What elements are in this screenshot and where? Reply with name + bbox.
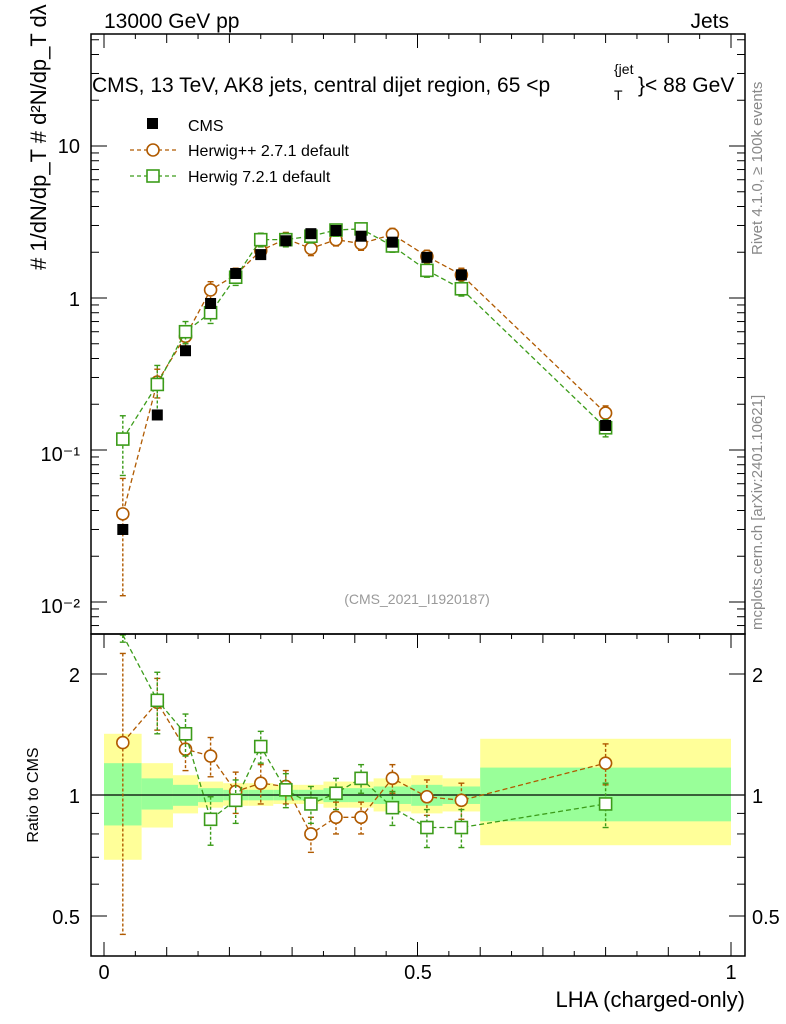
data-point-herwigpp: [203, 283, 218, 297]
x-axis-label: LHA (charged-only): [555, 987, 745, 1012]
data-point-cms: [255, 249, 267, 261]
energy-label: 13000 GeV pp: [104, 10, 239, 33]
ratio-point-herwig7: [253, 739, 268, 754]
data-point-cms: [280, 235, 292, 247]
plot-title-superscript: {jet: [614, 61, 634, 77]
legend: CMS Herwig++ 2.7.1 default Herwig 7.2.1 …: [130, 118, 350, 186]
ratio-point-herwigpp: [385, 771, 400, 786]
data-point-cms: [600, 419, 612, 431]
legend-cms-marker: [147, 118, 158, 129]
y-ratio-tick-label: 2: [69, 665, 80, 687]
y-ratio-tick-label-right: 0.5: [752, 907, 780, 929]
x-tick-label: 1: [725, 962, 736, 984]
y-main-tick-label: 10⁻¹: [41, 444, 81, 466]
stat-uncertainty-band: [141, 778, 173, 810]
y-ratio-tick-label: 1: [69, 786, 80, 808]
data-point-cms: [151, 409, 163, 421]
axis-ticks: [91, 34, 745, 956]
data-point-herwig7: [454, 281, 469, 296]
data-point-herwig7: [116, 432, 130, 446]
ratio-point-herwigpp: [304, 827, 318, 841]
y-main-tick-label: 10⁻²: [41, 596, 81, 618]
ratio-point-herwig7: [598, 797, 613, 811]
data-point-cms: [355, 230, 367, 242]
ratio-point-herwig7: [385, 800, 400, 815]
legend-label-herwigpp: Herwig++ 2.7.1 default: [188, 143, 350, 160]
data-point-herwig7: [253, 232, 268, 247]
svg-text:# 1/dN/dp_T # d²N/dp_T dλ: # 1/dN/dp_T # d²N/dp_T dλ: [26, 4, 51, 270]
ratio-point-herwig7: [304, 797, 318, 811]
ratio-point-herwigpp: [329, 810, 343, 825]
ratio-point-herwigpp: [354, 810, 368, 825]
data-point-herwig7: [150, 377, 165, 392]
legend-herwigpp-marker: [146, 143, 160, 157]
ratio-point-herwigpp: [598, 756, 613, 770]
data-point-cms: [421, 251, 433, 263]
series-line-herwigpp: [122, 233, 607, 515]
y-ratio-tick-label-right: 2: [752, 665, 763, 687]
ratio-lines: [116, 634, 613, 936]
ratio-point-herwig7: [329, 786, 343, 801]
ratio-point-herwigpp: [454, 793, 469, 808]
ratio-point-herwigpp: [116, 735, 130, 750]
data-point-cms: [117, 523, 129, 535]
ratio-point-herwig7: [228, 793, 243, 808]
data-point-herwigpp: [598, 406, 613, 420]
data-point-herwigpp: [116, 507, 130, 521]
legend-herwig7-marker: [146, 169, 160, 183]
analysis-id: (CMS_2021_I1920187): [344, 591, 490, 607]
mcplots-label: mcplots.cern.ch [arXiv:2401.10621]: [749, 395, 766, 630]
ratio-point-herwig7: [178, 726, 193, 741]
data-point-cms: [305, 228, 317, 240]
plot-title-end: }< 88 GeV: [638, 74, 734, 97]
y-ratio-tick-label-right: 1: [752, 786, 763, 808]
ratio-point-herwig7: [354, 771, 368, 786]
ratio-point-herwig7: [454, 820, 469, 835]
y-main-tick-label: 1: [69, 289, 80, 311]
y-ratio-tick-label: 0.5: [52, 907, 80, 929]
plot-title-main: CMS, 13 TeV, AK8 jets, central dijet reg…: [92, 74, 550, 97]
legend-label-herwig7: Herwig 7.2.1 default: [188, 169, 331, 186]
data-point-cms: [455, 269, 467, 281]
data-point-cms: [230, 267, 242, 279]
data-point-herwigpp: [304, 241, 318, 256]
data-point-herwig7: [178, 324, 193, 339]
legend-label-cms: CMS: [188, 118, 224, 135]
plot-title: CMS, 13 TeV, AK8 jets, central dijet reg…: [92, 61, 734, 103]
data-point-herwig7: [420, 263, 434, 278]
y-main-tick-label: 10: [58, 136, 80, 158]
data-point-cms: [205, 298, 217, 310]
data-point-cms: [330, 225, 342, 237]
ratio-point-herwig7: [420, 820, 434, 835]
x-tick-label: 0.5: [404, 962, 432, 984]
rivet-version-label: Rivet 4.1.0, ≥ 100k events: [749, 82, 766, 255]
plot-title-subscript: T: [614, 87, 623, 103]
process-label: Jets: [690, 10, 729, 33]
data-point-cms: [180, 345, 192, 357]
x-tick-label: 0: [98, 962, 109, 984]
ratio-point-herwig7: [150, 693, 165, 708]
y-axis-label-ratio: Ratio to CMS: [25, 747, 42, 842]
ratio-point-herwigpp: [253, 776, 268, 790]
ratio-point-herwig7: [203, 812, 218, 827]
ratio-point-herwigpp: [420, 789, 434, 804]
y-axis-label-main: # 1/dN/dp_T # d²N/dp_T dλ: [26, 4, 51, 270]
data-point-cms: [386, 236, 398, 248]
series-line-herwig7: [122, 228, 607, 440]
ratio-point-herwig7: [279, 783, 293, 797]
ratio-point-herwigpp: [203, 749, 218, 763]
main-panel-series: [116, 222, 613, 597]
